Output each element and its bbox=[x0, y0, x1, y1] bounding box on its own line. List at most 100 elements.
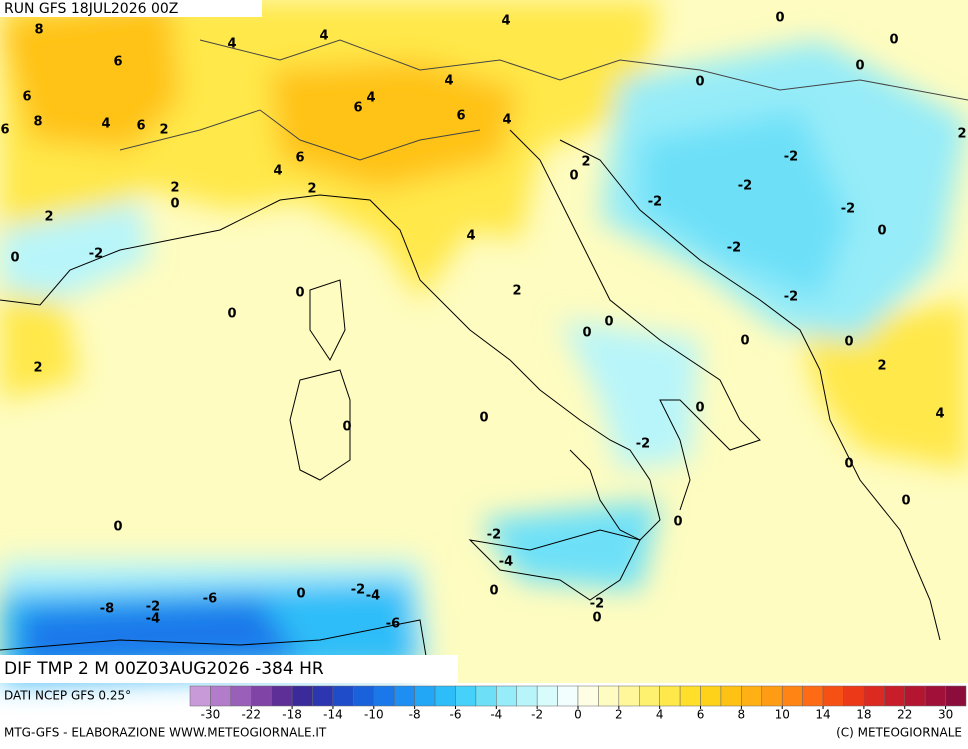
contour-label: -2 bbox=[841, 202, 855, 217]
contour-label: 6 bbox=[22, 90, 31, 105]
contour-label: 0 bbox=[296, 587, 305, 602]
colorbar-swatch bbox=[679, 685, 701, 707]
footer-left: MTG-GFS - ELABORAZIONE WWW.METEOGIORNALE… bbox=[4, 726, 327, 740]
contour-label: 4 bbox=[101, 117, 110, 132]
contour-label: -2 bbox=[648, 195, 662, 210]
contour-label: -2 bbox=[738, 179, 752, 194]
contour-label: 2 bbox=[512, 284, 521, 299]
run-label: RUN GFS 18JUL2026 00Z bbox=[4, 1, 178, 17]
colorbar-label: 14 bbox=[815, 708, 830, 722]
contour-label: 4 bbox=[319, 29, 328, 44]
contour-label: 0 bbox=[855, 59, 864, 74]
colorbar-swatch bbox=[904, 685, 926, 707]
colorbar-swatch bbox=[945, 685, 967, 707]
contour-label: 0 bbox=[295, 286, 304, 301]
contour-label: 0 bbox=[877, 224, 886, 239]
contour-label: -2 bbox=[351, 583, 365, 598]
colorbar-label: -6 bbox=[449, 708, 461, 722]
contour-label: 6 bbox=[0, 123, 9, 138]
contour-label: -2 bbox=[590, 597, 604, 612]
colorbar-label: -8 bbox=[409, 708, 421, 722]
contour-label: 6 bbox=[136, 119, 145, 134]
contour-label: 0 bbox=[889, 33, 898, 48]
colorbar-swatch bbox=[802, 685, 824, 707]
contour-label: -2 bbox=[784, 290, 798, 305]
contour-label: 0 bbox=[227, 307, 236, 322]
contour-label: 0 bbox=[901, 494, 910, 509]
contour-label: 0 bbox=[170, 197, 179, 212]
colorbar-swatch bbox=[475, 685, 497, 707]
contour-label: 4 bbox=[501, 14, 510, 29]
colorbar-swatch bbox=[741, 685, 763, 707]
contour-label: 2 bbox=[581, 155, 590, 170]
colorbar-label: -4 bbox=[490, 708, 502, 722]
colorbar-swatch bbox=[516, 685, 538, 707]
colorbar-label: -10 bbox=[364, 708, 384, 722]
contour-label: 2 bbox=[877, 359, 886, 374]
colorbar-label: -2 bbox=[531, 708, 543, 722]
colorbar-swatch bbox=[271, 685, 293, 707]
contour-label: 6 bbox=[113, 55, 122, 70]
contour-label: 6 bbox=[456, 109, 465, 124]
contour-label: 0 bbox=[569, 169, 578, 184]
map-field bbox=[0, 0, 968, 683]
colorbar-swatch bbox=[291, 685, 313, 707]
contour-label: 4 bbox=[273, 164, 282, 179]
contour-label: -2 bbox=[727, 241, 741, 256]
colorbar-swatch bbox=[230, 685, 252, 707]
colorbar-swatch bbox=[720, 685, 742, 707]
contour-label: -2 bbox=[487, 528, 501, 543]
colorbar-label: 18 bbox=[856, 708, 871, 722]
contour-label: 0 bbox=[582, 326, 591, 341]
contour-label: 0 bbox=[740, 334, 749, 349]
contour-label: 0 bbox=[844, 457, 853, 472]
contour-label: 0 bbox=[695, 401, 704, 416]
contour-label: -2 bbox=[784, 150, 798, 165]
colorbar-swatch bbox=[618, 685, 640, 707]
colorbar-swatch bbox=[210, 685, 232, 707]
colorbar-swatch bbox=[496, 685, 517, 707]
colorbar-swatch bbox=[884, 685, 905, 707]
colorbar-label: 0 bbox=[574, 708, 582, 722]
colorbar-swatch bbox=[332, 685, 354, 707]
colorbar-label: -18 bbox=[282, 708, 302, 722]
contour-label: -2 bbox=[636, 437, 650, 452]
colorbar-label: 4 bbox=[656, 708, 664, 722]
contour-label: 0 bbox=[479, 411, 488, 426]
contour-label: 4 bbox=[466, 229, 475, 244]
colorbar-label: 2 bbox=[615, 708, 623, 722]
colorbar-label: -22 bbox=[241, 708, 261, 722]
colorbar-label: 8 bbox=[738, 708, 746, 722]
colorbar-swatch bbox=[251, 685, 272, 707]
colorbar-swatch bbox=[373, 685, 395, 707]
contour-label: 0 bbox=[10, 251, 19, 266]
colorbar-swatch bbox=[557, 685, 579, 707]
colorbar-swatch bbox=[924, 685, 946, 707]
contour-label: -2 bbox=[146, 600, 160, 615]
colorbar-swatch bbox=[414, 685, 436, 707]
colorbar-swatch bbox=[312, 685, 334, 707]
colorbar-swatch bbox=[189, 685, 211, 707]
colorbar-swatch bbox=[434, 685, 456, 707]
colorbar-swatch bbox=[700, 685, 722, 707]
contour-label: 6 bbox=[295, 151, 304, 166]
contour-label: 2 bbox=[44, 210, 53, 225]
contour-label: 4 bbox=[366, 91, 375, 106]
colorbar-swatch bbox=[353, 685, 375, 707]
contour-label: -4 bbox=[366, 589, 380, 604]
contour-label: -4 bbox=[146, 612, 160, 627]
source-label: DATI NCEP GFS 0.25° bbox=[4, 689, 131, 703]
colorbar-swatch bbox=[455, 685, 477, 707]
contour-label: 0 bbox=[695, 75, 704, 90]
colorbar-swatch bbox=[393, 685, 415, 707]
contour-label: 0 bbox=[604, 315, 613, 330]
contour-label: 0 bbox=[673, 515, 682, 530]
contour-label: 4 bbox=[444, 74, 453, 89]
colorbar-label: 10 bbox=[775, 708, 790, 722]
colorbar-label: 6 bbox=[697, 708, 705, 722]
contour-label: 0 bbox=[775, 11, 784, 26]
colorbar-label: -30 bbox=[201, 708, 221, 722]
contour-label: 0 bbox=[844, 335, 853, 350]
contour-label: 0 bbox=[592, 611, 601, 626]
